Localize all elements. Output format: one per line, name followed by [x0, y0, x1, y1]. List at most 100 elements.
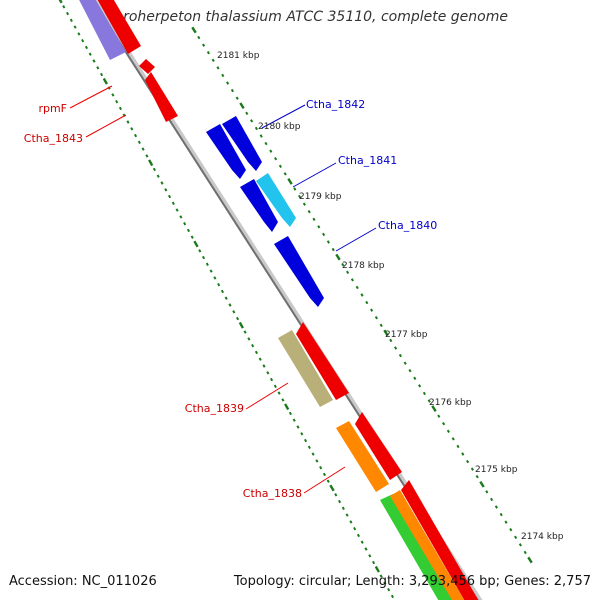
label-Ctha_1841[interactable]: Ctha_1841 — [338, 154, 397, 167]
minor-tick — [226, 81, 230, 85]
minor-tick — [398, 353, 402, 358]
minor-tick — [92, 59, 96, 63]
minor-tick — [266, 371, 270, 375]
major-tick — [374, 565, 380, 573]
minor-tick — [175, 208, 179, 212]
minor-tick — [277, 391, 281, 395]
major-tick — [287, 178, 293, 185]
minor-tick — [264, 141, 268, 146]
minor-tick — [422, 391, 426, 396]
minor-tick — [461, 452, 465, 456]
scale-label-2180: 2180 kbp — [258, 122, 301, 132]
minor-tick — [349, 520, 353, 524]
minor-tick — [475, 474, 479, 479]
minor-tick — [368, 554, 372, 558]
minor-tick — [442, 421, 446, 426]
minor-tick — [353, 526, 357, 531]
minor-tick — [232, 310, 236, 314]
minor-tick — [364, 547, 368, 551]
major-tick — [335, 253, 341, 261]
minor-tick — [118, 106, 122, 111]
gene-Ctha_1843[interactable] — [145, 72, 178, 122]
minor-tick — [338, 499, 342, 504]
minor-tick — [288, 411, 292, 416]
gene-red-bottom[interactable] — [401, 480, 484, 600]
minor-tick — [355, 285, 359, 290]
label-Ctha_1840[interactable]: Ctha_1840 — [378, 219, 437, 232]
gene-Ctha_1841[interactable] — [256, 173, 296, 227]
gene-lavender-top[interactable] — [74, 0, 126, 60]
minor-tick — [137, 140, 141, 145]
label-Ctha_1839[interactable]: Ctha_1839 — [185, 402, 244, 415]
minor-tick — [518, 543, 522, 547]
minor-tick — [470, 467, 474, 471]
minor-tick — [269, 149, 273, 153]
gene-orange-bottom[interactable] — [390, 490, 470, 600]
minor-tick — [372, 560, 376, 565]
minor-tick — [322, 472, 326, 477]
minor-tick — [220, 289, 224, 294]
minor-tick — [374, 315, 378, 320]
minor-tick — [126, 120, 130, 124]
minor-tick — [152, 167, 156, 172]
minor-tick — [451, 437, 455, 441]
minor-tick — [350, 278, 354, 282]
minor-tick — [243, 330, 247, 334]
minor-tick — [360, 293, 364, 297]
gene-rpmF[interactable] — [139, 59, 155, 74]
minor-tick — [341, 506, 345, 511]
scale-label-2174: 2174 kbp — [521, 532, 564, 542]
gene-blue-pair[interactable] — [222, 116, 262, 171]
minor-tick — [365, 300, 369, 305]
minor-tick — [403, 361, 407, 365]
minor-tick — [130, 127, 134, 131]
minor-tick — [206, 50, 210, 55]
minor-tick — [168, 194, 172, 199]
gene-Ctha_1839[interactable] — [278, 330, 333, 407]
minor-tick — [115, 99, 119, 104]
gene-red-top[interactable] — [92, 0, 141, 54]
minor-tick — [300, 432, 304, 436]
minor-tick — [296, 425, 300, 429]
gene-red-low1[interactable] — [355, 412, 402, 480]
minor-tick — [418, 384, 422, 388]
gene-Ctha_1838[interactable] — [336, 421, 389, 492]
gene-red-mid[interactable] — [296, 322, 349, 400]
minor-tick — [322, 232, 326, 237]
label-Ctha_1843[interactable]: Ctha_1843 — [24, 132, 83, 145]
minor-tick — [466, 459, 470, 464]
minor-tick — [494, 505, 498, 509]
minor-tick — [370, 308, 374, 312]
minor-tick — [379, 323, 383, 328]
minor-tick — [96, 66, 100, 70]
gene-labels: rpmF Ctha_1843 Ctha_1839 Ctha_1838 Ctha_… — [24, 98, 437, 500]
minor-tick — [413, 376, 417, 381]
gene-green-bottom[interactable] — [380, 494, 458, 600]
minor-tick — [326, 240, 330, 244]
minor-tick — [198, 249, 202, 253]
minor-tick — [236, 316, 240, 321]
minor-tick — [164, 188, 168, 192]
minor-tick — [62, 5, 66, 9]
minor-tick — [205, 262, 209, 267]
gene-blue-lower[interactable] — [240, 179, 278, 232]
minor-tick — [254, 350, 258, 355]
minor-tick — [270, 377, 274, 382]
gene-Ctha_1840[interactable] — [274, 236, 324, 307]
minor-tick — [217, 282, 221, 287]
minor-tick — [389, 338, 393, 343]
major-tick — [284, 403, 290, 411]
label-rpmF[interactable]: rpmF — [38, 102, 67, 115]
minor-tick — [100, 72, 104, 77]
gene-Ctha_1842[interactable] — [206, 124, 246, 179]
minor-tick — [341, 262, 345, 267]
minor-tick — [245, 111, 249, 116]
minor-tick — [356, 533, 360, 538]
minor-tick — [499, 512, 503, 517]
label-Ctha_1838[interactable]: Ctha_1838 — [243, 487, 302, 500]
major-tick — [239, 102, 245, 110]
minor-tick — [315, 459, 319, 463]
label-Ctha_1842[interactable]: Ctha_1842 — [306, 98, 365, 111]
